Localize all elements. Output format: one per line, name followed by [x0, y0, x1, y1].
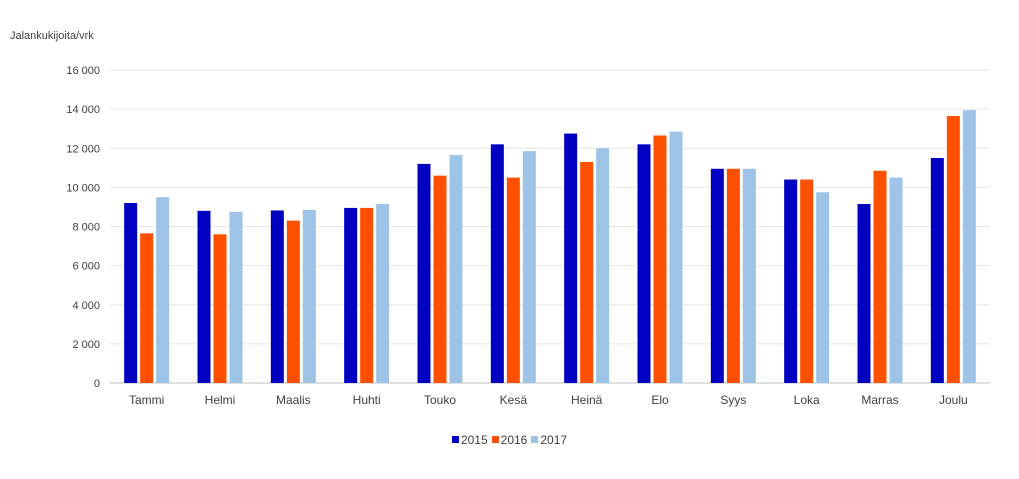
legend-item: 2016 — [491, 432, 528, 447]
bar-2016 — [873, 170, 887, 383]
y-tick-label: 4 000 — [72, 300, 100, 312]
x-tick-label: Touko — [424, 393, 456, 407]
legend-label: 2016 — [500, 432, 528, 447]
bar-2017 — [889, 177, 903, 383]
x-tick-label: Heinä — [571, 393, 603, 407]
bar-2016 — [286, 220, 300, 383]
legend-swatch — [531, 436, 539, 443]
bar-2017 — [522, 151, 536, 383]
x-tick-label: Elo — [651, 393, 669, 407]
bar-2015 — [857, 204, 871, 383]
y-tick-label: 16 000 — [66, 65, 100, 77]
bar-2015 — [124, 203, 138, 383]
y-axis-label: Jalankukijoita/vrk — [10, 30, 94, 42]
bar-2015 — [710, 168, 724, 383]
bar-2017 — [669, 131, 683, 383]
bar-2015 — [344, 207, 358, 383]
bar-2016 — [433, 175, 447, 383]
bar-2017 — [596, 148, 610, 383]
y-tick-label: 12 000 — [66, 143, 100, 155]
x-tick-label: Loka — [794, 393, 820, 407]
bar-2016 — [506, 177, 520, 383]
legend-swatch — [491, 436, 499, 443]
bar-2016 — [140, 233, 154, 383]
bar-2017 — [229, 211, 243, 383]
bar-2017 — [742, 168, 756, 383]
bar-2015 — [270, 210, 284, 383]
bar-2015 — [564, 133, 578, 383]
bar-2016 — [726, 168, 740, 383]
bar-2016 — [800, 179, 814, 383]
x-tick-label: Syys — [720, 393, 746, 407]
bar-2017 — [816, 192, 830, 383]
y-tick-label: 14 000 — [66, 104, 100, 116]
x-tick-label: Marras — [861, 393, 898, 407]
legend-label: 2017 — [540, 432, 568, 447]
bar-2015 — [930, 158, 944, 383]
bar-2016 — [653, 135, 667, 383]
bar-2017 — [302, 209, 316, 383]
x-tick-label: Joulu — [939, 393, 968, 407]
legend-label: 2015 — [460, 432, 488, 447]
bar-2015 — [197, 210, 211, 383]
bar-2016 — [580, 161, 594, 383]
x-tick-label: Maalis — [276, 393, 311, 407]
bar-2015 — [417, 163, 431, 383]
legend-item: 2017 — [531, 433, 567, 447]
legend-item: 2015 — [451, 432, 488, 447]
bar-2016 — [360, 207, 374, 383]
bar-2015 — [784, 179, 798, 383]
x-tick-label: Helmi — [205, 393, 236, 407]
bar-2016 — [946, 115, 960, 384]
bar-2017 — [376, 204, 390, 383]
bar-2016 — [213, 234, 227, 383]
y-tick-label: 8 000 — [72, 222, 100, 234]
bar-2015 — [637, 144, 651, 383]
bar-2017 — [449, 155, 463, 383]
legend: 2015 2016 2017 — [0, 432, 1019, 447]
y-tick-label: 0 — [94, 378, 100, 390]
bar-2017 — [156, 197, 170, 383]
bar-2017 — [962, 110, 976, 384]
y-tick-label: 6 000 — [72, 261, 100, 273]
x-tick-label: Kesä — [500, 393, 528, 407]
y-tick-label: 10 000 — [66, 182, 100, 194]
legend-swatch — [451, 436, 459, 443]
y-tick-label: 2 000 — [72, 339, 100, 351]
x-tick-label: Tammi — [129, 393, 164, 407]
x-tick-label: Huhti — [353, 393, 381, 407]
bar-2015 — [490, 144, 504, 383]
